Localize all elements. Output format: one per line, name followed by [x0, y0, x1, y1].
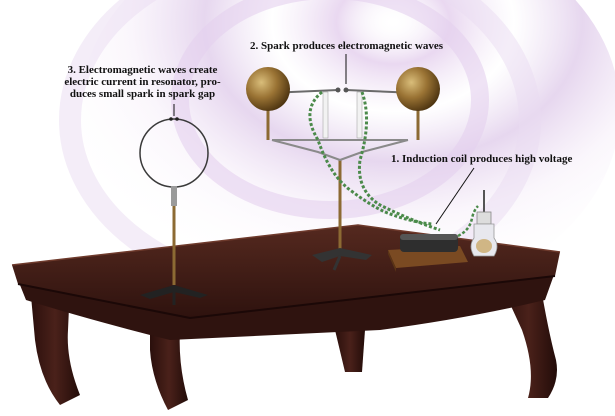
- hertz-oscillator: [246, 67, 441, 271]
- caption-step-2: 2. Spark produces electromagnetic waves: [250, 40, 443, 52]
- resonator-ring: [139, 117, 209, 305]
- coil-wire-1: [308, 90, 433, 226]
- coil-wire-2: [357, 91, 441, 232]
- left-brass-sphere: [246, 67, 290, 111]
- right-brass-sphere: [396, 67, 440, 111]
- pointer-step-1: [435, 167, 475, 225]
- induction-coil: [388, 205, 479, 272]
- caption-step-1: 1. Induction coil produces high voltage: [391, 153, 573, 165]
- caption-step-3: 3. Electromagnetic waves create electric…: [64, 64, 221, 100]
- battery-jar: [470, 190, 498, 257]
